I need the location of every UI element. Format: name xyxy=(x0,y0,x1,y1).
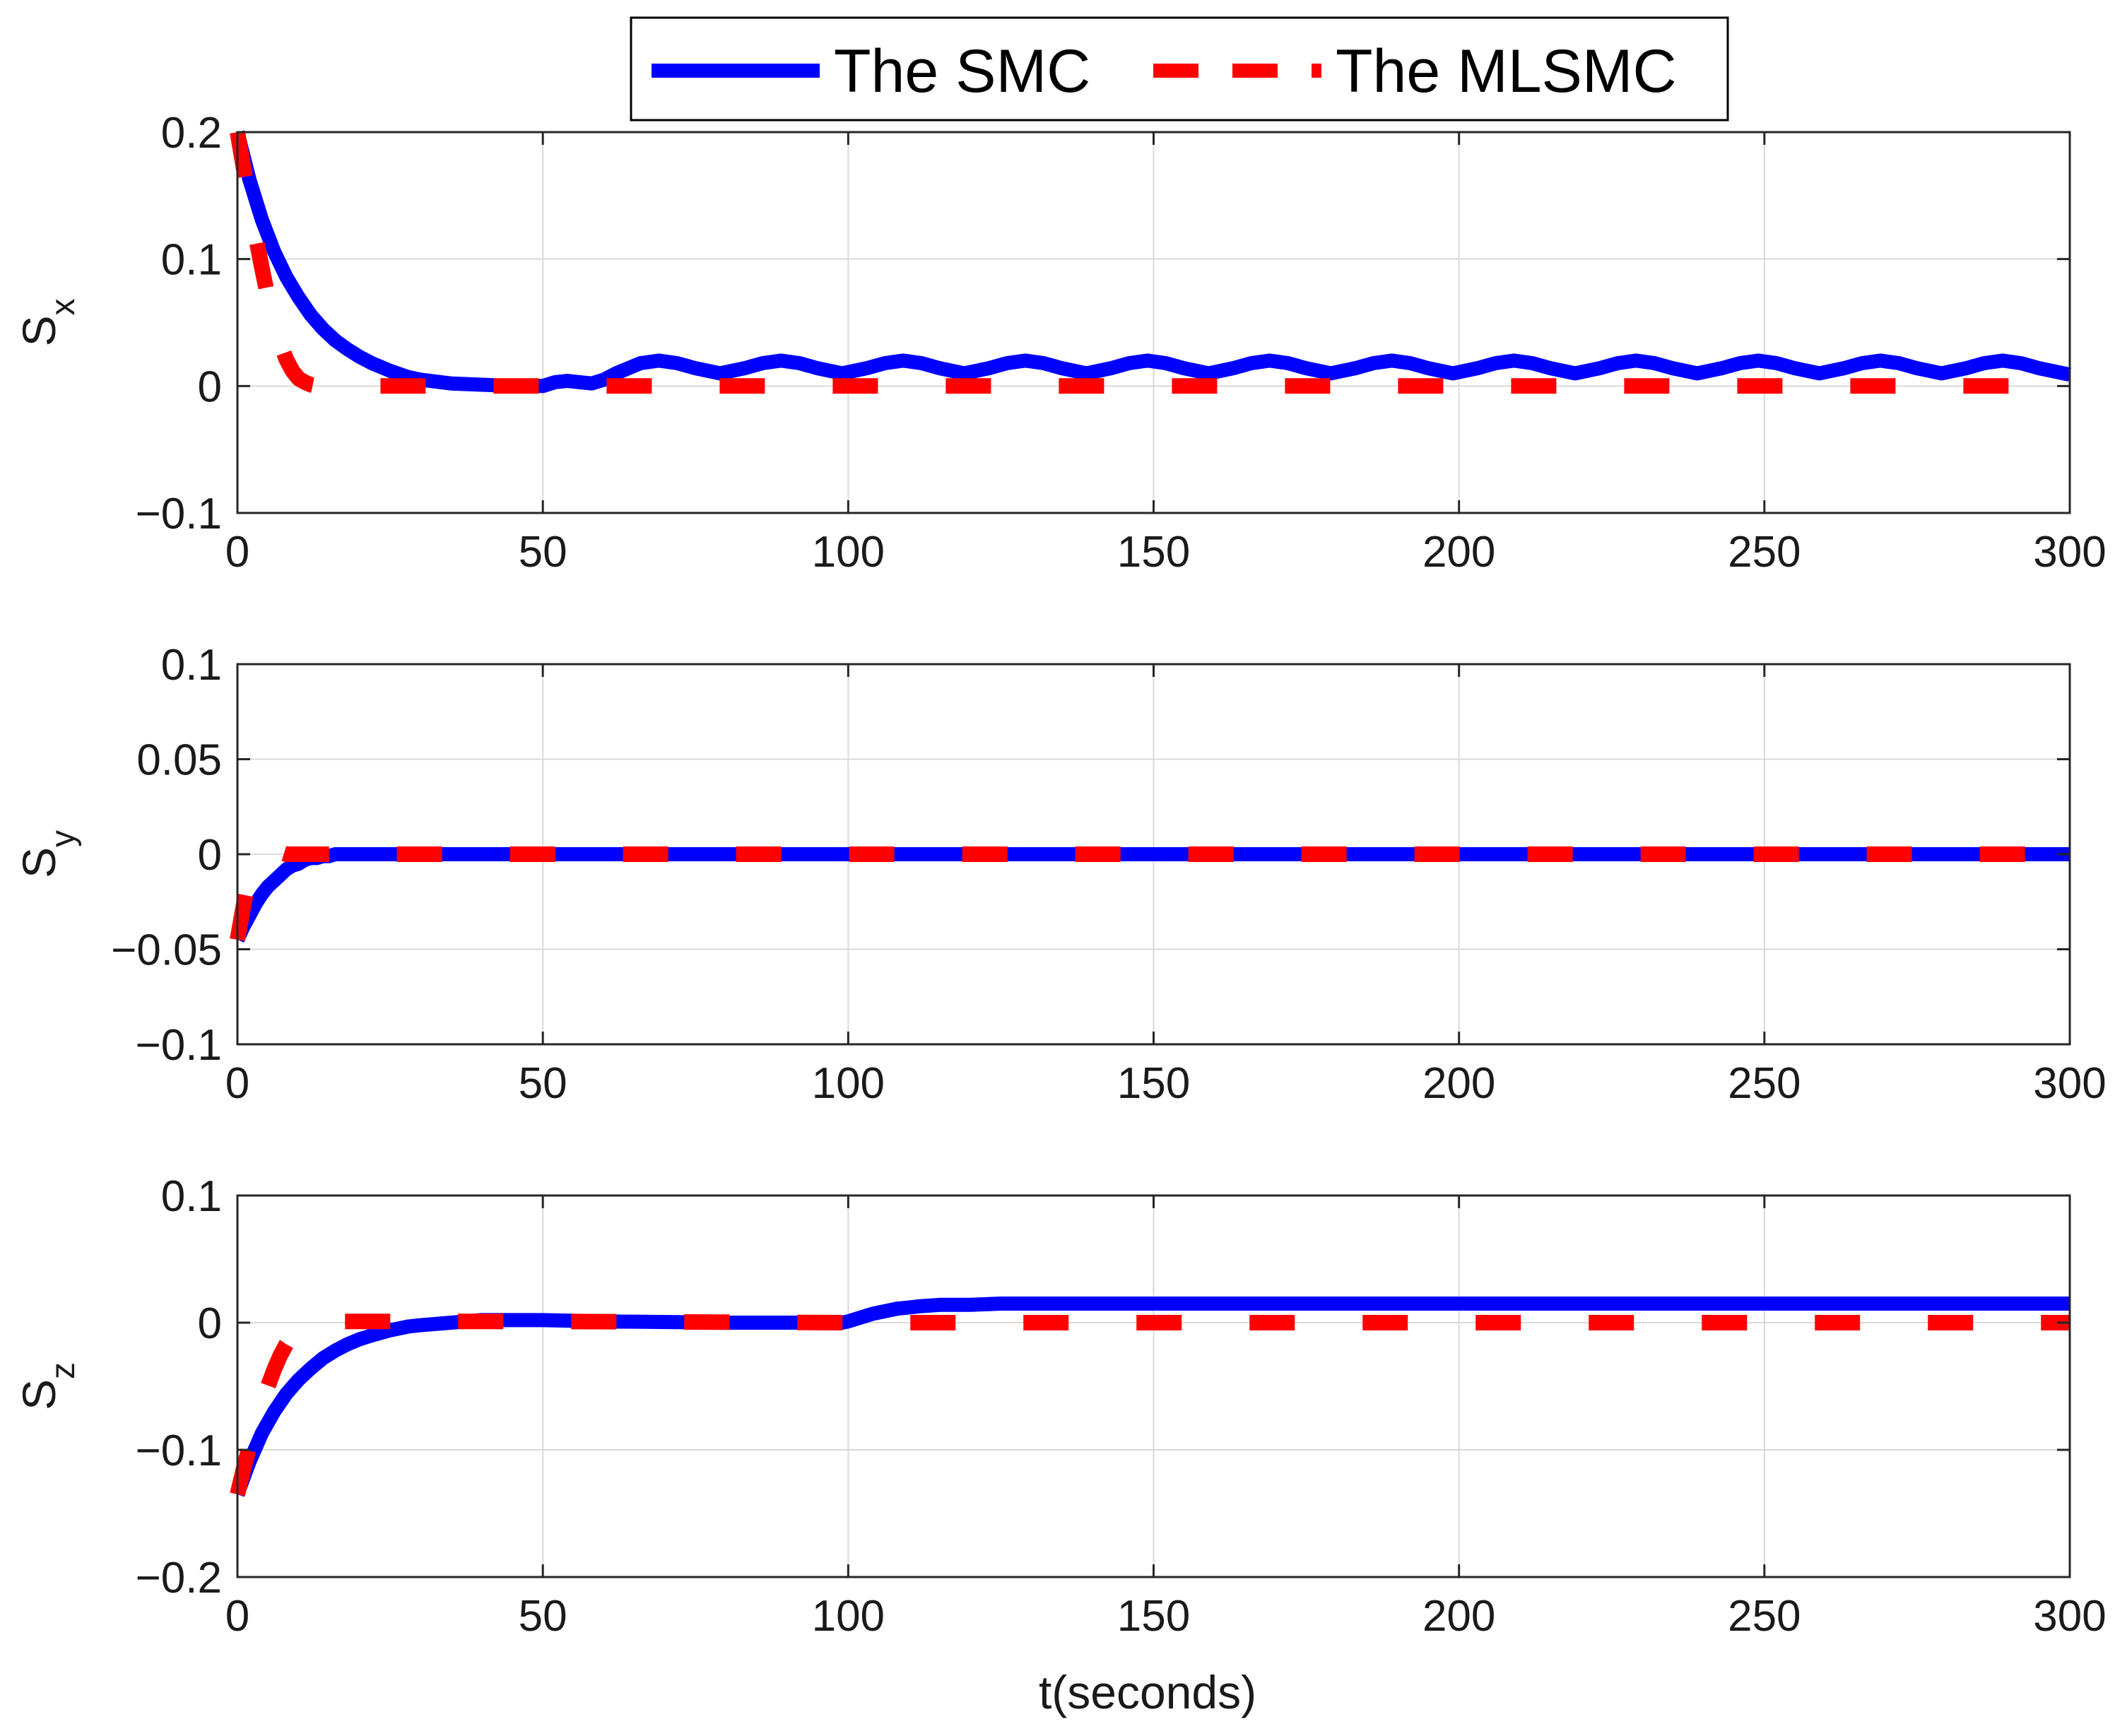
sx-xtick-label: 100 xyxy=(812,528,885,577)
sx-ytick-label: 0.1 xyxy=(161,236,222,285)
sx-ytick-label: 0.2 xyxy=(161,109,222,158)
x-axis-label: t(seconds) xyxy=(1039,1666,1256,1718)
sx-series-mlsmc-line xyxy=(230,131,2070,394)
sy-xtick-label: 150 xyxy=(1117,1059,1190,1108)
sy-xtick-label: 200 xyxy=(1422,1059,1495,1108)
sx-series-smc-line xyxy=(230,130,2072,394)
sy-xtick-label: 300 xyxy=(2033,1059,2106,1108)
subplot-sz: 0 50 100 150 200 250 300 −0.2 −0.1 0 0.1 Sz t(seco… xyxy=(13,1172,2107,1718)
sz-ytick-label: 0.1 xyxy=(161,1172,222,1221)
sy-ytick-label: 0.1 xyxy=(161,641,222,690)
sy-ytick-label: 0 xyxy=(198,831,222,880)
sx-xtick-label: 50 xyxy=(519,528,567,577)
sz-xtick-label: 100 xyxy=(812,1592,885,1641)
sy-ytick-label: −0.05 xyxy=(111,926,222,975)
sz-xtick-label: 200 xyxy=(1422,1592,1495,1641)
sy-ytick-label: 0.05 xyxy=(136,736,222,785)
subplot-sx: 0 50 100 150 200 250 300−0.100.10.2 Sx xyxy=(13,109,2107,577)
sy-xtick-label: 250 xyxy=(1728,1059,1801,1108)
sz-ticks: 0 50 100 150 200 250 300 −0.2 −0.1 0 0.1 xyxy=(136,1172,2107,1641)
sx-ytick-label: 0 xyxy=(198,362,222,411)
legend: The SMC The MLSMC xyxy=(630,16,1729,122)
sx-xtick-label: 250 xyxy=(1728,528,1801,577)
legend-label-mlsmc: The MLSMC xyxy=(1336,37,1677,105)
sz-ytick-label: −0.2 xyxy=(136,1554,222,1602)
sz-y-axis-label: Sz xyxy=(13,1362,82,1410)
sx-xtick-label: 300 xyxy=(2033,528,2106,577)
sz-xtick-label: 50 xyxy=(519,1592,567,1641)
sz-ytick-label: 0 xyxy=(198,1299,222,1348)
sz-plot-area xyxy=(230,1297,2070,1497)
sy-xtick-label: 50 xyxy=(519,1059,567,1108)
sy-ytick-label: −0.1 xyxy=(136,1021,222,1070)
sz-xtick-label: 150 xyxy=(1117,1592,1190,1641)
sy-ticks: 0 50 100 150 200 250 300 −0.1 −0.05 0 0.05 0.1 xyxy=(111,641,2107,1108)
sx-plot-area xyxy=(230,130,2072,394)
sy-y-axis-label: Sy xyxy=(13,830,82,878)
sz-xtick-label: 250 xyxy=(1728,1592,1801,1641)
sz-xtick-label: 0 xyxy=(225,1592,249,1641)
sx-ticks: 0 50 100 150 200 250 300−0.100.10.2 xyxy=(136,109,2107,577)
sx-xtick-label: 0 xyxy=(225,528,249,577)
sz-ytick-label: −0.1 xyxy=(136,1427,222,1475)
subplot-sy: 0 50 100 150 200 250 300 −0.1 −0.05 0 0.05 0.1 Sy xyxy=(13,641,2107,1108)
sx-y-axis-label: Sx xyxy=(13,298,82,346)
sz-xtick-label: 300 xyxy=(2033,1592,2106,1641)
sx-xtick-label: 200 xyxy=(1422,528,1495,577)
sy-plot-area xyxy=(230,844,2070,943)
sy-xtick-label: 0 xyxy=(225,1059,249,1108)
legend-label-smc: The SMC xyxy=(834,37,1090,105)
sx-ytick-label: −0.1 xyxy=(136,490,222,538)
sx-xtick-label: 150 xyxy=(1117,528,1190,577)
sy-xtick-label: 100 xyxy=(812,1059,885,1108)
